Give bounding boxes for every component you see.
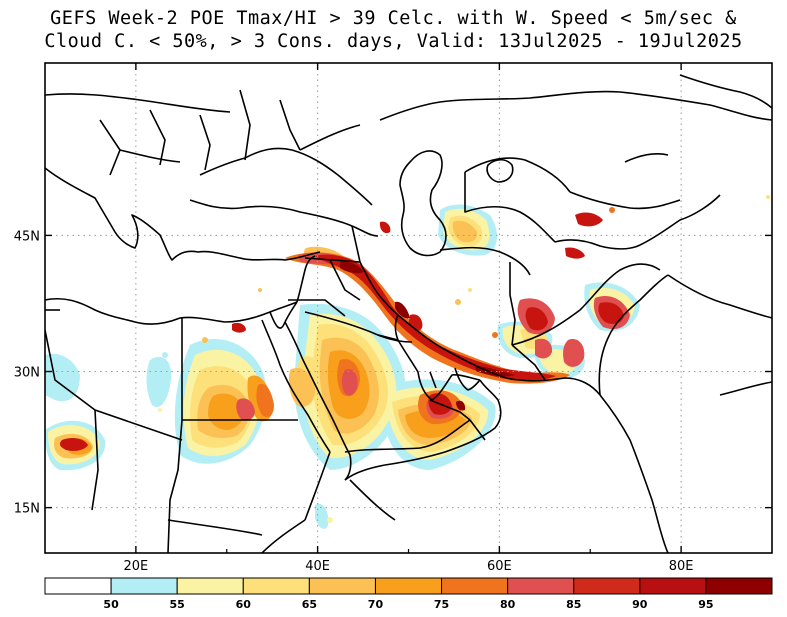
- colorbar: 50 55 60 65 70 75 80 85 90 95: [44, 577, 773, 611]
- border-europe-7: [119, 149, 181, 163]
- border-sudan-south: [167, 519, 263, 536]
- colorbar-label: 50: [103, 598, 119, 611]
- anatolia-north-coast: [189, 199, 379, 237]
- border-afghan-pak: [511, 263, 661, 346]
- border-kazakh-russia: [379, 90, 772, 121]
- lon-tick-label: 80E: [669, 559, 694, 574]
- border-turkmen-uzbek: [464, 172, 556, 243]
- colorbar-swatch: [441, 577, 509, 595]
- border-syria-iraq: [329, 259, 361, 301]
- border-europe-8: [299, 124, 361, 151]
- border-europe-3: [149, 109, 166, 166]
- border-ethiopia: [261, 519, 306, 553]
- colorbar-swatch: [110, 577, 178, 595]
- colorbar-label: 75: [434, 598, 449, 611]
- colorbar-label: 65: [302, 598, 317, 611]
- field-darkest: [340, 261, 515, 411]
- red-sea-east: [284, 321, 352, 481]
- border-iran-pak: [511, 344, 546, 381]
- border-mongolia: [679, 74, 772, 109]
- border-uzbek-kazakh: [464, 157, 571, 193]
- border-iran-turkmen: [439, 246, 531, 276]
- border-sudan-eritrea: [304, 451, 331, 521]
- lon-tick-label: 60E: [487, 559, 512, 574]
- border-sudan-chad: [167, 419, 183, 553]
- colorbar-swatch: [242, 577, 310, 595]
- border-oman-yemen: [469, 419, 486, 441]
- border-saudi-yemen: [344, 419, 471, 453]
- lat-tick-label: 15N: [14, 502, 40, 517]
- map-frame: [44, 62, 773, 554]
- colorbar-swatch: [507, 577, 575, 595]
- africa-north-coast: [45, 297, 298, 325]
- border-india-east: [719, 381, 772, 396]
- aral-sea: [486, 158, 514, 183]
- border-turkey-east: [351, 225, 361, 263]
- black-sea-north: [199, 147, 373, 206]
- map-title-line-1: GEFS Week-2 POE Tmax/HI > 39 Celc. with …: [50, 8, 737, 29]
- lat-tick-label: 30N: [14, 366, 40, 381]
- border-libya-algeria: [45, 329, 96, 411]
- border-saudi-uae: [429, 399, 471, 421]
- colorbar-label: 80: [500, 598, 516, 611]
- border-europe-4: [199, 114, 211, 171]
- colorbar-label: 55: [170, 598, 185, 611]
- persian-gulf-west: [394, 314, 481, 401]
- lat-tick-label: 45N: [14, 229, 40, 244]
- border-qatar: [429, 371, 437, 389]
- border-libya-chad: [94, 409, 183, 441]
- map-title-line-2: Cloud C. < 50%, > 3 Cons. days, Valid: 1…: [44, 31, 743, 52]
- border-saudi-jordan: [288, 299, 346, 317]
- caspian-sea: [399, 150, 447, 257]
- border-india-nepal: [667, 274, 772, 319]
- red-sea-west: [261, 319, 331, 453]
- border-iran-afghan: [509, 262, 516, 346]
- border-china-west: [639, 194, 721, 246]
- lon-tick-label: 40E: [305, 559, 330, 574]
- oman-tip: [454, 367, 481, 391]
- border-europe-1: [45, 93, 231, 113]
- border-iran-iraq: [359, 261, 399, 316]
- colorbar-label: 85: [566, 598, 581, 611]
- colorbar-swatch: [44, 577, 112, 595]
- border-iraq-kuwait: [377, 334, 399, 341]
- coastlines-and-borders: [45, 74, 772, 553]
- makran-coast: [519, 377, 601, 396]
- colorbar-swatch: [308, 577, 376, 595]
- border-somalia: [349, 479, 396, 521]
- border-europe-5: [239, 89, 251, 161]
- arabia-south-coast: [344, 379, 502, 481]
- map-axes: 20E 40E 60E 80E 15N 30N 45N: [14, 63, 772, 574]
- border-saudi-iraq: [304, 311, 413, 343]
- gulf-aqaba: [269, 301, 298, 329]
- europe-coast: [45, 167, 321, 261]
- lon-tick-label: 20E: [123, 559, 148, 574]
- border-pak-india: [598, 274, 669, 396]
- border-kazakh-kyrgyz: [569, 191, 681, 210]
- field-small-patches: [158, 195, 770, 523]
- border-afghan-tajik: [554, 239, 641, 250]
- colorbar-swatch: [705, 577, 773, 595]
- colorbar-swatch: [374, 577, 443, 595]
- balkhash: [624, 153, 669, 163]
- india-west-coast: [599, 394, 669, 553]
- colorbar-swatch: [176, 577, 244, 595]
- border-niger-chad: [91, 409, 99, 511]
- colorbar-label: 60: [236, 598, 252, 611]
- probability-field: [45, 195, 770, 529]
- border-europe-2: [99, 119, 121, 176]
- colorbar-label: 95: [698, 598, 713, 611]
- persian-gulf-east: [397, 314, 521, 381]
- border-europe-6: [279, 99, 301, 151]
- border-syria-turkey: [304, 257, 361, 263]
- colorbar-swatch: [573, 577, 641, 595]
- colorbar-label: 70: [368, 598, 384, 611]
- graticule: [45, 63, 772, 553]
- colorbar-swatch: [639, 577, 707, 595]
- colorbar-label: 90: [632, 598, 648, 611]
